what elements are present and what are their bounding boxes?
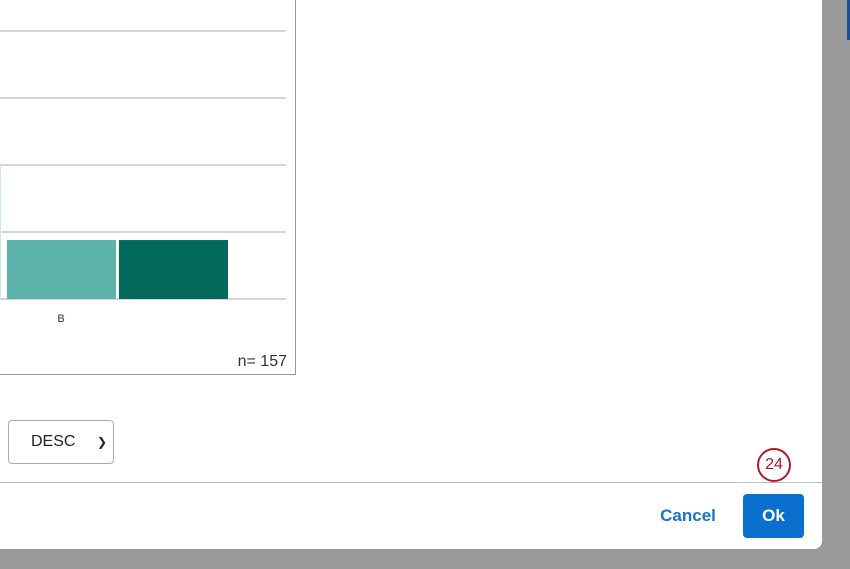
chevron-down-icon: ❯ bbox=[96, 435, 107, 449]
x-tick-label: B bbox=[57, 313, 64, 325]
step-badge: 24 bbox=[757, 448, 791, 482]
chart-panel: B n= 157 bbox=[0, 0, 296, 375]
bar[interactable] bbox=[0, 165, 1, 299]
ok-button[interactable]: Ok bbox=[743, 494, 804, 538]
cancel-button[interactable]: Cancel bbox=[660, 506, 716, 525]
background-accent bbox=[847, 0, 850, 40]
bar-chart: B bbox=[0, 30, 286, 325]
sort-order-value: DESC bbox=[31, 433, 76, 450]
sort-order-select[interactable]: DESC ❯ bbox=[8, 420, 114, 464]
dialog: B n= 157 DESC ❯ Cancel Ok 24 bbox=[0, 0, 822, 549]
footer-divider bbox=[0, 482, 822, 483]
sample-size-label: n= 157 bbox=[237, 353, 287, 370]
bar[interactable] bbox=[7, 240, 116, 299]
bar[interactable] bbox=[119, 240, 228, 299]
